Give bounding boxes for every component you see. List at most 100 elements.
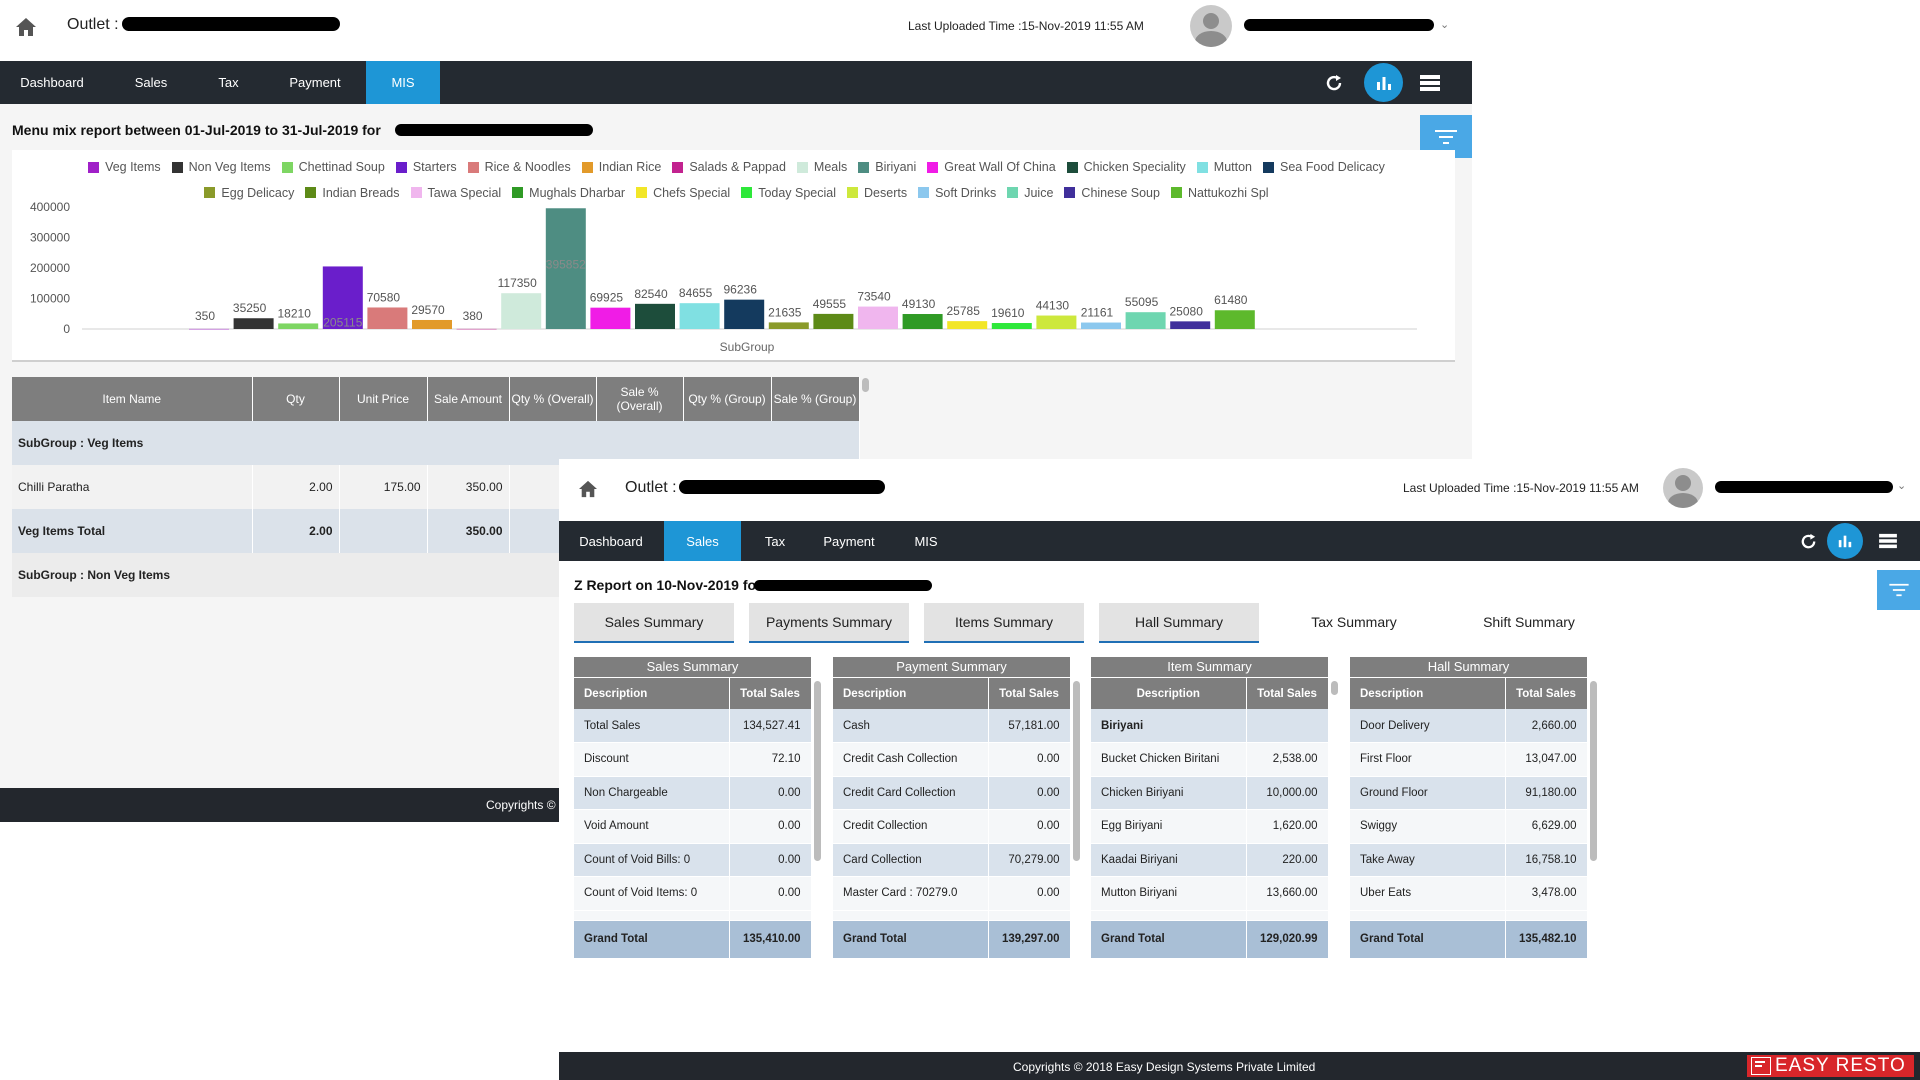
legend-item[interactable]: Indian Rice <box>581 155 661 179</box>
col-description[interactable]: Description <box>574 678 730 709</box>
tab-payment[interactable]: Payment <box>823 533 875 549</box>
table-row[interactable]: Count of Void Bills: 0 0.00 <box>574 843 812 877</box>
chart-bar[interactable] <box>991 323 1032 329</box>
col-sale-overall[interactable]: Sale % (Overall) <box>596 377 684 421</box>
chart-view-icon[interactable] <box>1827 523 1863 559</box>
table-row[interactable]: Chicken Biriyani 10,000.00 <box>1091 776 1329 810</box>
chart-bar[interactable] <box>1081 322 1121 329</box>
table-row[interactable]: Count of Void Items: 0 0.00 <box>574 876 812 911</box>
table-row[interactable]: Void Amount 0.00 <box>574 809 812 844</box>
table-row[interactable]: Total Sales 134,527.41 <box>574 709 812 743</box>
chart-bar[interactable] <box>545 208 586 329</box>
section-scrollbar[interactable] <box>814 681 821 861</box>
legend-item[interactable]: Today Special <box>741 181 836 205</box>
section-scrollbar[interactable] <box>1590 681 1597 861</box>
table-row[interactable]: Take Away 16,758.10 <box>1350 843 1588 877</box>
chart-bar[interactable] <box>947 321 988 329</box>
legend-item[interactable]: Meals <box>796 155 847 179</box>
table-row[interactable]: Credit Collection 0.00 <box>833 809 1071 844</box>
col-description[interactable]: Description <box>833 678 989 709</box>
chart-bar[interactable] <box>233 318 274 329</box>
chevron-down-icon[interactable]: ⌄ <box>1897 480 1907 492</box>
table-row[interactable]: Non Chargeable 0.00 <box>574 776 812 810</box>
table-row[interactable]: Cash 57,181.00 <box>833 709 1071 743</box>
legend-item[interactable]: Biriyani <box>858 155 916 179</box>
legend-item[interactable]: Chinese Soup <box>1064 181 1160 205</box>
tab-sales[interactable]: Sales <box>664 521 741 561</box>
table-row[interactable]: Credit Card Collection 0.00 <box>833 776 1071 810</box>
tab-tax[interactable]: Tax <box>218 75 239 90</box>
chart-bar[interactable] <box>189 328 229 330</box>
table-row[interactable]: Egg Biriyani 1,620.00 <box>1091 809 1329 844</box>
col-description[interactable]: Description <box>1350 678 1506 709</box>
table-row[interactable]: Mutton Biriyani 13,660.00 <box>1091 876 1329 911</box>
legend-item[interactable]: Tawa Special <box>410 181 501 205</box>
legend-item[interactable]: Mughals Dharbar <box>512 181 625 205</box>
home-icon[interactable] <box>13 14 39 40</box>
col-sale-amount[interactable]: Sale Amount <box>427 377 510 421</box>
table-row[interactable]: Ground Floor 91,180.00 <box>1350 776 1588 810</box>
refresh-icon[interactable] <box>1795 528 1821 554</box>
col-total-sales[interactable]: Total Sales <box>988 678 1071 709</box>
col-total-sales[interactable]: Total Sales <box>1505 678 1588 709</box>
chart-bar[interactable] <box>679 303 720 329</box>
col-unit-price[interactable]: Unit Price <box>339 377 428 421</box>
col-description[interactable]: Description <box>1091 678 1247 709</box>
chart-bar[interactable] <box>1036 315 1077 329</box>
legend-item[interactable]: Veg Items <box>88 155 161 179</box>
tab-payments-summary[interactable]: Payments Summary <box>749 603 909 643</box>
table-row[interactable]: First Floor 13,047.00 <box>1350 742 1588 777</box>
legend-item[interactable]: Non Veg Items <box>171 155 271 179</box>
tab-items-summary[interactable]: Items Summary <box>924 603 1084 643</box>
chart-bar[interactable] <box>590 307 631 329</box>
table-row[interactable]: Kaadai Biriyani 220.00 <box>1091 843 1329 877</box>
col-qty-overall[interactable]: Qty % (Overall) <box>509 377 597 421</box>
home-icon[interactable] <box>576 477 600 501</box>
tab-sales-summary[interactable]: Sales Summary <box>574 603 734 643</box>
col-qty-group[interactable]: Qty % (Group) <box>683 377 772 421</box>
tab-mis[interactable]: MIS <box>914 533 938 549</box>
tab-payment[interactable]: Payment <box>289 75 341 90</box>
tab-sales[interactable]: Sales <box>134 75 168 90</box>
chart-bar[interactable] <box>456 328 497 330</box>
legend-item[interactable]: Nattukozhi Spl <box>1170 181 1269 205</box>
tab-shift-summary[interactable]: Shift Summary <box>1483 614 1575 630</box>
filter-icon[interactable] <box>1877 570 1920 610</box>
chart-bar[interactable] <box>278 323 319 329</box>
section-scrollbar[interactable] <box>1331 681 1338 695</box>
chart-bar[interactable] <box>768 322 809 329</box>
col-qty[interactable]: Qty <box>252 377 340 421</box>
legend-item[interactable]: Mutton <box>1196 155 1252 179</box>
legend-item[interactable]: Deserts <box>847 181 907 205</box>
chart-bar[interactable] <box>1214 310 1255 329</box>
table-row[interactable]: Card Collection 70,279.00 <box>833 843 1071 877</box>
col-total-sales[interactable]: Total Sales <box>1246 678 1329 709</box>
tab-hall-summary[interactable]: Hall Summary <box>1099 603 1259 643</box>
table-row[interactable]: Bucket Chicken Biritani 2,538.00 <box>1091 742 1329 777</box>
legend-item[interactable]: Salads & Pappad <box>672 155 786 179</box>
table-row[interactable]: Discount 72.10 <box>574 742 812 777</box>
tab-mis[interactable]: MIS <box>366 61 440 104</box>
table-row[interactable]: Master Card : 70279.0 0.00 <box>833 876 1071 911</box>
chart-bar[interactable] <box>501 293 542 329</box>
table-view-icon[interactable] <box>1877 530 1899 552</box>
chart-bar[interactable] <box>902 314 943 329</box>
chevron-down-icon[interactable]: ⌄ <box>1440 19 1450 31</box>
tab-dashboard[interactable]: Dashboard <box>20 75 84 90</box>
legend-item[interactable]: Juice <box>1007 181 1053 205</box>
user-avatar[interactable] <box>1663 468 1703 508</box>
legend-item[interactable]: Great Wall Of China <box>927 155 1056 179</box>
tab-dashboard[interactable]: Dashboard <box>579 533 643 549</box>
table-row[interactable]: Swiggy 6,629.00 <box>1350 809 1588 844</box>
table-row[interactable]: Uber Eats 3,478.00 <box>1350 876 1588 911</box>
tab-tax-summary[interactable]: Tax Summary <box>1311 614 1397 630</box>
chart-bar[interactable] <box>1125 312 1166 329</box>
table-row[interactable]: Door Delivery 2,660.00 <box>1350 709 1588 743</box>
legend-item[interactable]: Chefs Special <box>636 181 730 205</box>
col-item-name[interactable]: Item Name <box>12 377 253 421</box>
col-sale-group[interactable]: Sale % (Group) <box>771 377 860 421</box>
legend-item[interactable]: Chettinad Soup <box>281 155 385 179</box>
legend-item[interactable]: Egg Delicacy <box>204 181 294 205</box>
chart-bar[interactable] <box>858 306 898 329</box>
chart-view-icon[interactable] <box>1364 63 1403 102</box>
